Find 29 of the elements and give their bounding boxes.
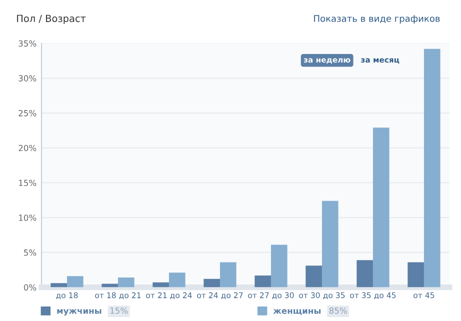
bar: [204, 278, 220, 288]
bar: [66, 276, 84, 288]
y-tick-label: 30%: [18, 75, 36, 82]
y-tick-label: 20%: [18, 144, 36, 152]
y-tick-label: 0%: [24, 284, 36, 291]
legend-label: женщины: [273, 309, 321, 315]
bar: [220, 262, 236, 288]
bar: [408, 262, 424, 288]
bar: [168, 272, 186, 288]
bar: [424, 48, 440, 288]
y-tick-label: 15%: [19, 180, 36, 186]
y-tick-label: 10%: [19, 214, 36, 221]
legend-label: мужчины: [57, 309, 102, 316]
y-tick-label: 35%: [18, 40, 36, 47]
y-tick-label: 25%: [18, 110, 36, 116]
bar: [254, 275, 271, 288]
bar: [152, 282, 169, 288]
text: Показать в виде графиков: [314, 15, 440, 24]
bar: [356, 260, 373, 288]
y-tick-label: 5%: [24, 249, 36, 256]
text: 15%: [110, 307, 128, 314]
bar: [270, 244, 288, 288]
chart-title: Пол / Возраст: [17, 14, 86, 24]
bar: [372, 128, 390, 288]
bar: [322, 200, 338, 288]
bar: [50, 283, 67, 288]
bar: [118, 278, 134, 288]
bar: [306, 266, 322, 288]
text: 85%: [329, 307, 347, 314]
